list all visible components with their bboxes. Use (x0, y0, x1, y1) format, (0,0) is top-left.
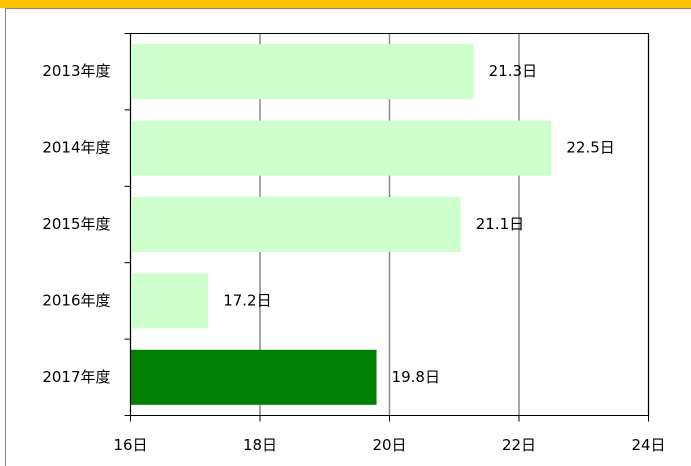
value-label: 22.5日 (566, 139, 614, 157)
top-band (0, 0, 691, 8)
value-label: 21.1日 (476, 215, 524, 233)
y-tick-label: 2013年度 (42, 62, 110, 80)
bar (130, 196, 461, 253)
value-label: 17.2日 (223, 291, 271, 309)
y-tick-label: 2017年度 (42, 368, 110, 386)
x-tick-label: 24日 (631, 436, 665, 454)
value-label: 21.3日 (489, 62, 537, 80)
x-tick-label: 22日 (502, 436, 536, 454)
x-tick-label: 16日 (113, 436, 147, 454)
x-tick-label: 18日 (243, 436, 277, 454)
bar (130, 120, 552, 176)
bar (130, 44, 474, 100)
y-tick-label: 2014年度 (42, 139, 110, 157)
bar (130, 273, 209, 329)
bars (130, 44, 552, 405)
value-label: 19.8日 (392, 368, 440, 386)
bar (130, 349, 377, 405)
y-tick-label: 2016年度 (42, 291, 110, 309)
x-tick-label: 20日 (372, 436, 406, 454)
y-tick-label: 2015年度 (42, 215, 110, 233)
